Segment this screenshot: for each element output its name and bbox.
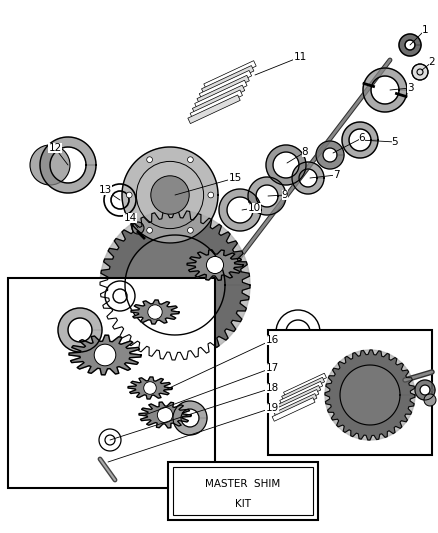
Polygon shape <box>81 342 129 368</box>
Circle shape <box>143 382 156 394</box>
Polygon shape <box>131 300 179 324</box>
Text: 6: 6 <box>358 133 364 143</box>
Text: 9: 9 <box>281 190 288 200</box>
Polygon shape <box>58 308 102 352</box>
Text: 3: 3 <box>406 83 412 93</box>
Text: 5: 5 <box>391 137 397 147</box>
Polygon shape <box>219 189 261 231</box>
Text: 17: 17 <box>265 363 278 373</box>
Text: 10: 10 <box>247 203 260 213</box>
Polygon shape <box>40 137 96 193</box>
Polygon shape <box>139 402 191 428</box>
Polygon shape <box>276 390 318 413</box>
Circle shape <box>146 157 152 163</box>
Text: 2: 2 <box>428 57 434 67</box>
Polygon shape <box>291 162 323 194</box>
Bar <box>173 467 312 515</box>
Text: 18: 18 <box>265 383 278 393</box>
Polygon shape <box>128 377 172 399</box>
Polygon shape <box>398 34 420 56</box>
Polygon shape <box>195 255 233 276</box>
Polygon shape <box>265 145 305 185</box>
Polygon shape <box>187 95 240 124</box>
Circle shape <box>151 176 189 214</box>
Bar <box>8 278 215 488</box>
Text: 8: 8 <box>301 147 307 157</box>
Polygon shape <box>276 344 318 386</box>
Polygon shape <box>203 61 256 90</box>
Circle shape <box>146 228 152 233</box>
Polygon shape <box>277 385 320 409</box>
Circle shape <box>411 64 427 80</box>
Polygon shape <box>324 350 414 440</box>
Polygon shape <box>100 210 249 360</box>
Text: 12: 12 <box>48 143 61 153</box>
Text: 11: 11 <box>293 52 306 62</box>
Circle shape <box>187 228 193 233</box>
Polygon shape <box>272 398 314 421</box>
Polygon shape <box>414 380 434 400</box>
Polygon shape <box>139 304 171 320</box>
Circle shape <box>157 407 172 423</box>
Polygon shape <box>190 90 242 119</box>
Text: 16: 16 <box>265 335 278 345</box>
Polygon shape <box>136 381 164 395</box>
Polygon shape <box>173 401 207 435</box>
Polygon shape <box>122 147 218 243</box>
Text: 7: 7 <box>332 170 339 180</box>
Polygon shape <box>315 141 343 169</box>
Text: 15: 15 <box>228 173 241 183</box>
Polygon shape <box>281 377 324 401</box>
Circle shape <box>132 222 144 234</box>
Polygon shape <box>201 66 253 94</box>
Polygon shape <box>247 177 285 215</box>
Polygon shape <box>194 80 247 109</box>
Polygon shape <box>324 350 414 440</box>
Text: 14: 14 <box>123 213 136 223</box>
Bar <box>168 462 317 520</box>
Text: 13: 13 <box>98 185 111 195</box>
Circle shape <box>30 145 70 185</box>
Polygon shape <box>279 382 322 405</box>
Polygon shape <box>187 249 243 280</box>
Polygon shape <box>192 85 244 114</box>
Polygon shape <box>362 68 406 112</box>
Text: 19: 19 <box>265 403 278 413</box>
Circle shape <box>94 344 116 366</box>
Polygon shape <box>197 75 249 104</box>
Circle shape <box>126 192 132 198</box>
Polygon shape <box>283 373 326 397</box>
Text: 1: 1 <box>421 25 427 35</box>
Text: MASTER  SHIM: MASTER SHIM <box>205 479 280 489</box>
Polygon shape <box>273 393 316 417</box>
Text: KIT: KIT <box>234 499 251 509</box>
Polygon shape <box>341 122 377 158</box>
Circle shape <box>187 157 193 163</box>
Polygon shape <box>199 70 251 99</box>
Circle shape <box>208 192 213 198</box>
Circle shape <box>206 256 223 273</box>
Polygon shape <box>148 407 182 424</box>
Circle shape <box>148 305 162 319</box>
Circle shape <box>423 394 435 406</box>
Polygon shape <box>100 210 249 360</box>
Polygon shape <box>69 335 141 375</box>
Bar <box>267 330 431 455</box>
